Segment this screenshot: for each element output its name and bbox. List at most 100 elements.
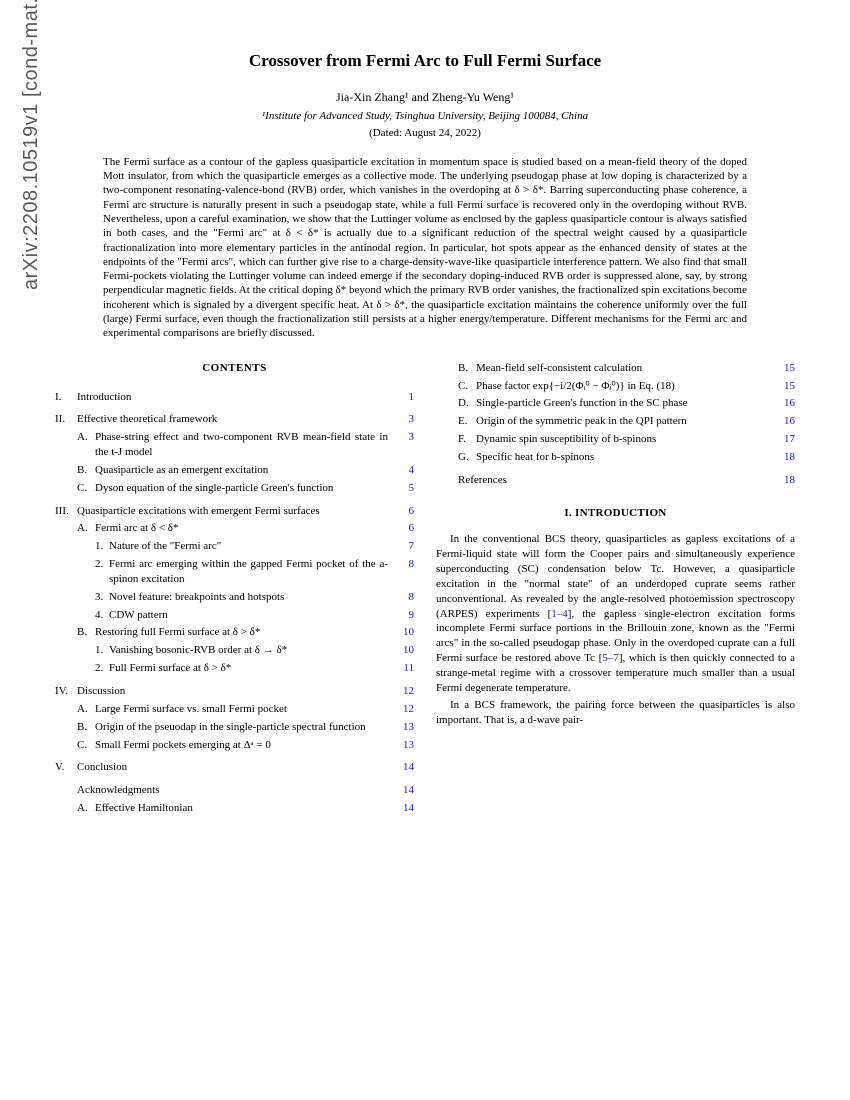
toc-text: Effective theoretical framework <box>77 412 388 427</box>
toc-number: 2. <box>95 661 109 676</box>
toc-page[interactable]: 5 <box>388 481 414 496</box>
toc-page[interactable]: 14 <box>388 760 414 775</box>
toc-entry[interactable]: II.Effective theoretical framework3 <box>55 412 414 427</box>
toc-page[interactable]: 8 <box>388 557 414 587</box>
toc-text: Conclusion <box>77 760 388 775</box>
toc-entry[interactable]: 1.Vanishing bosonic-RVB order at δ → δ*1… <box>55 643 414 658</box>
toc-text: References <box>458 473 769 488</box>
toc-number: B. <box>458 361 476 376</box>
toc-page[interactable]: 11 <box>388 661 414 676</box>
toc-entry[interactable]: Acknowledgments14 <box>55 783 414 798</box>
ref-link[interactable]: 1–4 <box>551 608 568 620</box>
toc-number: B. <box>77 625 95 640</box>
toc-page[interactable]: 9 <box>388 608 414 623</box>
toc-page[interactable]: 13 <box>388 738 414 753</box>
toc-text: Quasiparticle excitations with emergent … <box>77 504 388 519</box>
two-column-layout: CONTENTS I.Introduction1 II.Effective the… <box>55 361 795 819</box>
toc-text: Specific heat for b-spinons <box>476 450 769 465</box>
toc-page[interactable]: 3 <box>388 430 414 460</box>
toc-page[interactable]: 16 <box>769 414 795 429</box>
toc-number: 1. <box>95 539 109 554</box>
toc-page[interactable]: 17 <box>769 432 795 447</box>
toc-entry[interactable]: 3.Novel feature: breakpoints and hotspot… <box>55 590 414 605</box>
toc-text: Novel feature: breakpoints and hotspots <box>109 590 388 605</box>
contents-heading: CONTENTS <box>55 361 414 376</box>
toc-entry[interactable]: 2.Fermi arc emerging within the gapped F… <box>55 557 414 587</box>
toc-number: C. <box>77 481 95 496</box>
toc-number: C. <box>458 379 476 394</box>
toc-entry[interactable]: C.Dyson equation of the single-particle … <box>55 481 414 496</box>
toc-page[interactable]: 14 <box>388 783 414 798</box>
toc-entry[interactable]: B.Mean-field self-consistent calculation… <box>436 361 795 376</box>
toc-text: Introduction <box>77 390 388 405</box>
toc-entry[interactable]: C.Small Fermi pockets emerging at Δᵃ = 0… <box>55 738 414 753</box>
toc-text: Quasiparticle as an emergent excitation <box>95 463 388 478</box>
toc-page[interactable]: 12 <box>388 702 414 717</box>
toc-page[interactable]: 14 <box>388 801 414 816</box>
toc-entry[interactable]: 2.Full Fermi surface at δ > δ*11 <box>55 661 414 676</box>
toc-entry[interactable]: G.Specific heat for b-spinons18 <box>436 450 795 465</box>
toc-page[interactable]: 6 <box>388 521 414 536</box>
toc-number: II. <box>55 412 77 427</box>
toc-number: III. <box>55 504 77 519</box>
toc-entry[interactable]: III.Quasiparticle excitations with emerg… <box>55 504 414 519</box>
toc-number: 3. <box>95 590 109 605</box>
toc-entry[interactable]: IV.Discussion12 <box>55 684 414 699</box>
toc-entry[interactable]: B.Origin of the pseuodap in the single-p… <box>55 720 414 735</box>
affiliation: ¹Institute for Advanced Study, Tsinghua … <box>55 109 795 124</box>
toc-entry[interactable]: C.Phase factor exp{−i/2(Φᵢ⁰ − Φⱼ⁰)} in E… <box>436 379 795 394</box>
toc-entry[interactable]: 4.CDW pattern9 <box>55 608 414 623</box>
toc-text: Dynamic spin susceptibility of b-spinons <box>476 432 769 447</box>
toc-entry[interactable]: I.Introduction1 <box>55 390 414 405</box>
toc-number: B. <box>77 463 95 478</box>
toc-entry[interactable]: A.Fermi arc at δ < δ*6 <box>55 521 414 536</box>
toc-page[interactable]: 16 <box>769 396 795 411</box>
toc-page[interactable]: 1 <box>388 390 414 405</box>
toc-page[interactable]: 18 <box>769 473 795 488</box>
section-heading: I. INTRODUCTION <box>436 506 795 521</box>
toc-text: CDW pattern <box>109 608 388 623</box>
toc-text: Single-particle Green's function in the … <box>476 396 769 411</box>
toc-entry[interactable]: B.Restoring full Fermi surface at δ > δ*… <box>55 625 414 640</box>
toc-entry[interactable]: B.Quasiparticle as an emergent excitatio… <box>55 463 414 478</box>
toc-entry[interactable]: A.Effective Hamiltonian14 <box>55 801 414 816</box>
intro-p2: In a BCS framework, the pairing force be… <box>436 698 795 728</box>
toc-number: A. <box>77 430 95 460</box>
toc-entry[interactable]: 1.Nature of the "Fermi arc"7 <box>55 539 414 554</box>
toc-page[interactable]: 7 <box>388 539 414 554</box>
toc-text: Nature of the "Fermi arc" <box>109 539 388 554</box>
toc-entry[interactable]: V.Conclusion14 <box>55 760 414 775</box>
abstract: The Fermi surface as a contour of the ga… <box>103 155 747 341</box>
toc-text: Acknowledgments <box>77 783 388 798</box>
toc-page[interactable]: 15 <box>769 361 795 376</box>
toc-text: Vanishing bosonic-RVB order at δ → δ* <box>109 643 388 658</box>
toc-entry[interactable]: A.Phase-string effect and two-component … <box>55 430 414 460</box>
toc-entry[interactable]: E.Origin of the symmetric peak in the QP… <box>436 414 795 429</box>
ref-link[interactable]: 5–7 <box>602 652 619 664</box>
toc-text: Origin of the symmetric peak in the QPI … <box>476 414 769 429</box>
toc-number: B. <box>77 720 95 735</box>
toc-page[interactable]: 15 <box>769 379 795 394</box>
toc-page[interactable]: 6 <box>388 504 414 519</box>
toc-page[interactable]: 4 <box>388 463 414 478</box>
toc-right: B.Mean-field self-consistent calculation… <box>436 361 795 488</box>
toc-entry[interactable]: D.Single-particle Green's function in th… <box>436 396 795 411</box>
toc-page[interactable]: 10 <box>388 625 414 640</box>
toc-page[interactable]: 3 <box>388 412 414 427</box>
toc-text: Effective Hamiltonian <box>95 801 388 816</box>
toc-page[interactable]: 13 <box>388 720 414 735</box>
toc-page[interactable]: 10 <box>388 643 414 658</box>
toc-page[interactable]: 8 <box>388 590 414 605</box>
toc-entry[interactable]: References18 <box>436 473 795 488</box>
toc-number: 2. <box>95 557 109 587</box>
toc-number: 4. <box>95 608 109 623</box>
toc-entry[interactable]: A.Large Fermi surface vs. small Fermi po… <box>55 702 414 717</box>
date: (Dated: August 24, 2022) <box>55 126 795 141</box>
toc-entry[interactable]: F.Dynamic spin susceptibility of b-spino… <box>436 432 795 447</box>
toc-page[interactable]: 12 <box>388 684 414 699</box>
toc-page[interactable]: 18 <box>769 450 795 465</box>
toc-text: Phase-string effect and two-component RV… <box>95 430 388 460</box>
toc-text: Small Fermi pockets emerging at Δᵃ = 0 <box>95 738 388 753</box>
paper-title: Crossover from Fermi Arc to Full Fermi S… <box>55 50 795 73</box>
toc-number: F. <box>458 432 476 447</box>
